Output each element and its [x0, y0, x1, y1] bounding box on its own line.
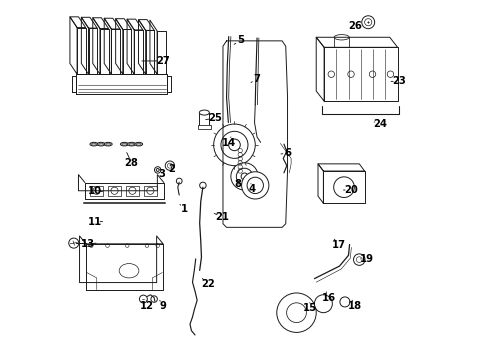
Text: 22: 22	[201, 279, 214, 289]
Circle shape	[241, 172, 268, 199]
Circle shape	[246, 177, 263, 194]
Bar	[108, 186, 121, 196]
Text: 13: 13	[80, 239, 94, 249]
Text: 10: 10	[87, 186, 102, 197]
Text: 12: 12	[140, 301, 154, 311]
Circle shape	[146, 187, 154, 194]
Ellipse shape	[199, 110, 209, 115]
Text: 16: 16	[321, 293, 335, 303]
Circle shape	[241, 173, 247, 180]
Text: 17: 17	[331, 239, 345, 249]
Circle shape	[230, 163, 258, 190]
Circle shape	[156, 168, 159, 171]
Bar	[144, 186, 156, 196]
Ellipse shape	[97, 142, 105, 146]
Circle shape	[327, 71, 334, 77]
Bar	[333, 37, 348, 47]
Text: 4: 4	[248, 184, 255, 194]
Circle shape	[386, 71, 393, 77]
Circle shape	[339, 297, 349, 307]
Circle shape	[361, 16, 374, 29]
Ellipse shape	[119, 264, 139, 278]
Ellipse shape	[105, 143, 110, 145]
Text: 21: 21	[215, 212, 229, 221]
Circle shape	[176, 178, 182, 184]
Circle shape	[89, 244, 93, 247]
Circle shape	[353, 254, 364, 265]
Circle shape	[213, 124, 255, 166]
Text: 3: 3	[158, 169, 165, 179]
Circle shape	[314, 295, 332, 313]
Ellipse shape	[135, 142, 142, 146]
Circle shape	[333, 177, 354, 198]
Circle shape	[167, 163, 172, 168]
Circle shape	[368, 71, 375, 77]
Circle shape	[105, 244, 109, 247]
Text: 9: 9	[159, 301, 166, 311]
Circle shape	[154, 167, 161, 173]
Text: 23: 23	[391, 76, 405, 86]
Ellipse shape	[122, 143, 126, 145]
Circle shape	[286, 303, 306, 323]
Circle shape	[128, 187, 136, 194]
Circle shape	[165, 161, 174, 170]
Bar	[198, 126, 210, 129]
Text: 19: 19	[359, 254, 373, 264]
Circle shape	[228, 139, 240, 151]
Text: 28: 28	[124, 158, 138, 168]
Ellipse shape	[90, 142, 98, 146]
Ellipse shape	[127, 142, 135, 146]
Text: 11: 11	[87, 217, 102, 226]
Circle shape	[69, 238, 79, 248]
Text: 2: 2	[168, 164, 175, 174]
Ellipse shape	[136, 143, 141, 145]
Text: 5: 5	[236, 35, 243, 45]
Ellipse shape	[333, 35, 348, 40]
Circle shape	[199, 182, 206, 189]
Text: 7: 7	[253, 74, 260, 84]
Circle shape	[93, 187, 100, 194]
Circle shape	[125, 244, 129, 247]
Circle shape	[111, 187, 118, 194]
Text: 1: 1	[181, 204, 187, 215]
Ellipse shape	[104, 142, 112, 146]
Text: 24: 24	[372, 119, 386, 129]
Text: 14: 14	[221, 138, 235, 148]
Circle shape	[347, 71, 353, 77]
Circle shape	[151, 296, 157, 302]
Ellipse shape	[120, 142, 128, 146]
Ellipse shape	[99, 143, 103, 145]
Circle shape	[156, 244, 159, 247]
Ellipse shape	[91, 143, 96, 145]
Circle shape	[236, 168, 252, 185]
Text: 26: 26	[348, 21, 362, 31]
Bar	[90, 186, 102, 196]
Text: 15: 15	[302, 303, 316, 314]
Circle shape	[364, 19, 371, 26]
Ellipse shape	[129, 143, 134, 145]
Text: 25: 25	[208, 113, 222, 123]
Text: 27: 27	[156, 56, 169, 66]
Circle shape	[276, 293, 316, 332]
Circle shape	[221, 131, 247, 158]
Bar	[199, 113, 209, 126]
Text: 18: 18	[347, 301, 361, 311]
Bar	[126, 186, 139, 196]
Circle shape	[356, 257, 362, 262]
Circle shape	[145, 244, 148, 247]
Text: 6: 6	[284, 148, 291, 158]
Text: 8: 8	[234, 179, 241, 189]
Text: 20: 20	[343, 185, 357, 195]
Circle shape	[139, 295, 147, 303]
